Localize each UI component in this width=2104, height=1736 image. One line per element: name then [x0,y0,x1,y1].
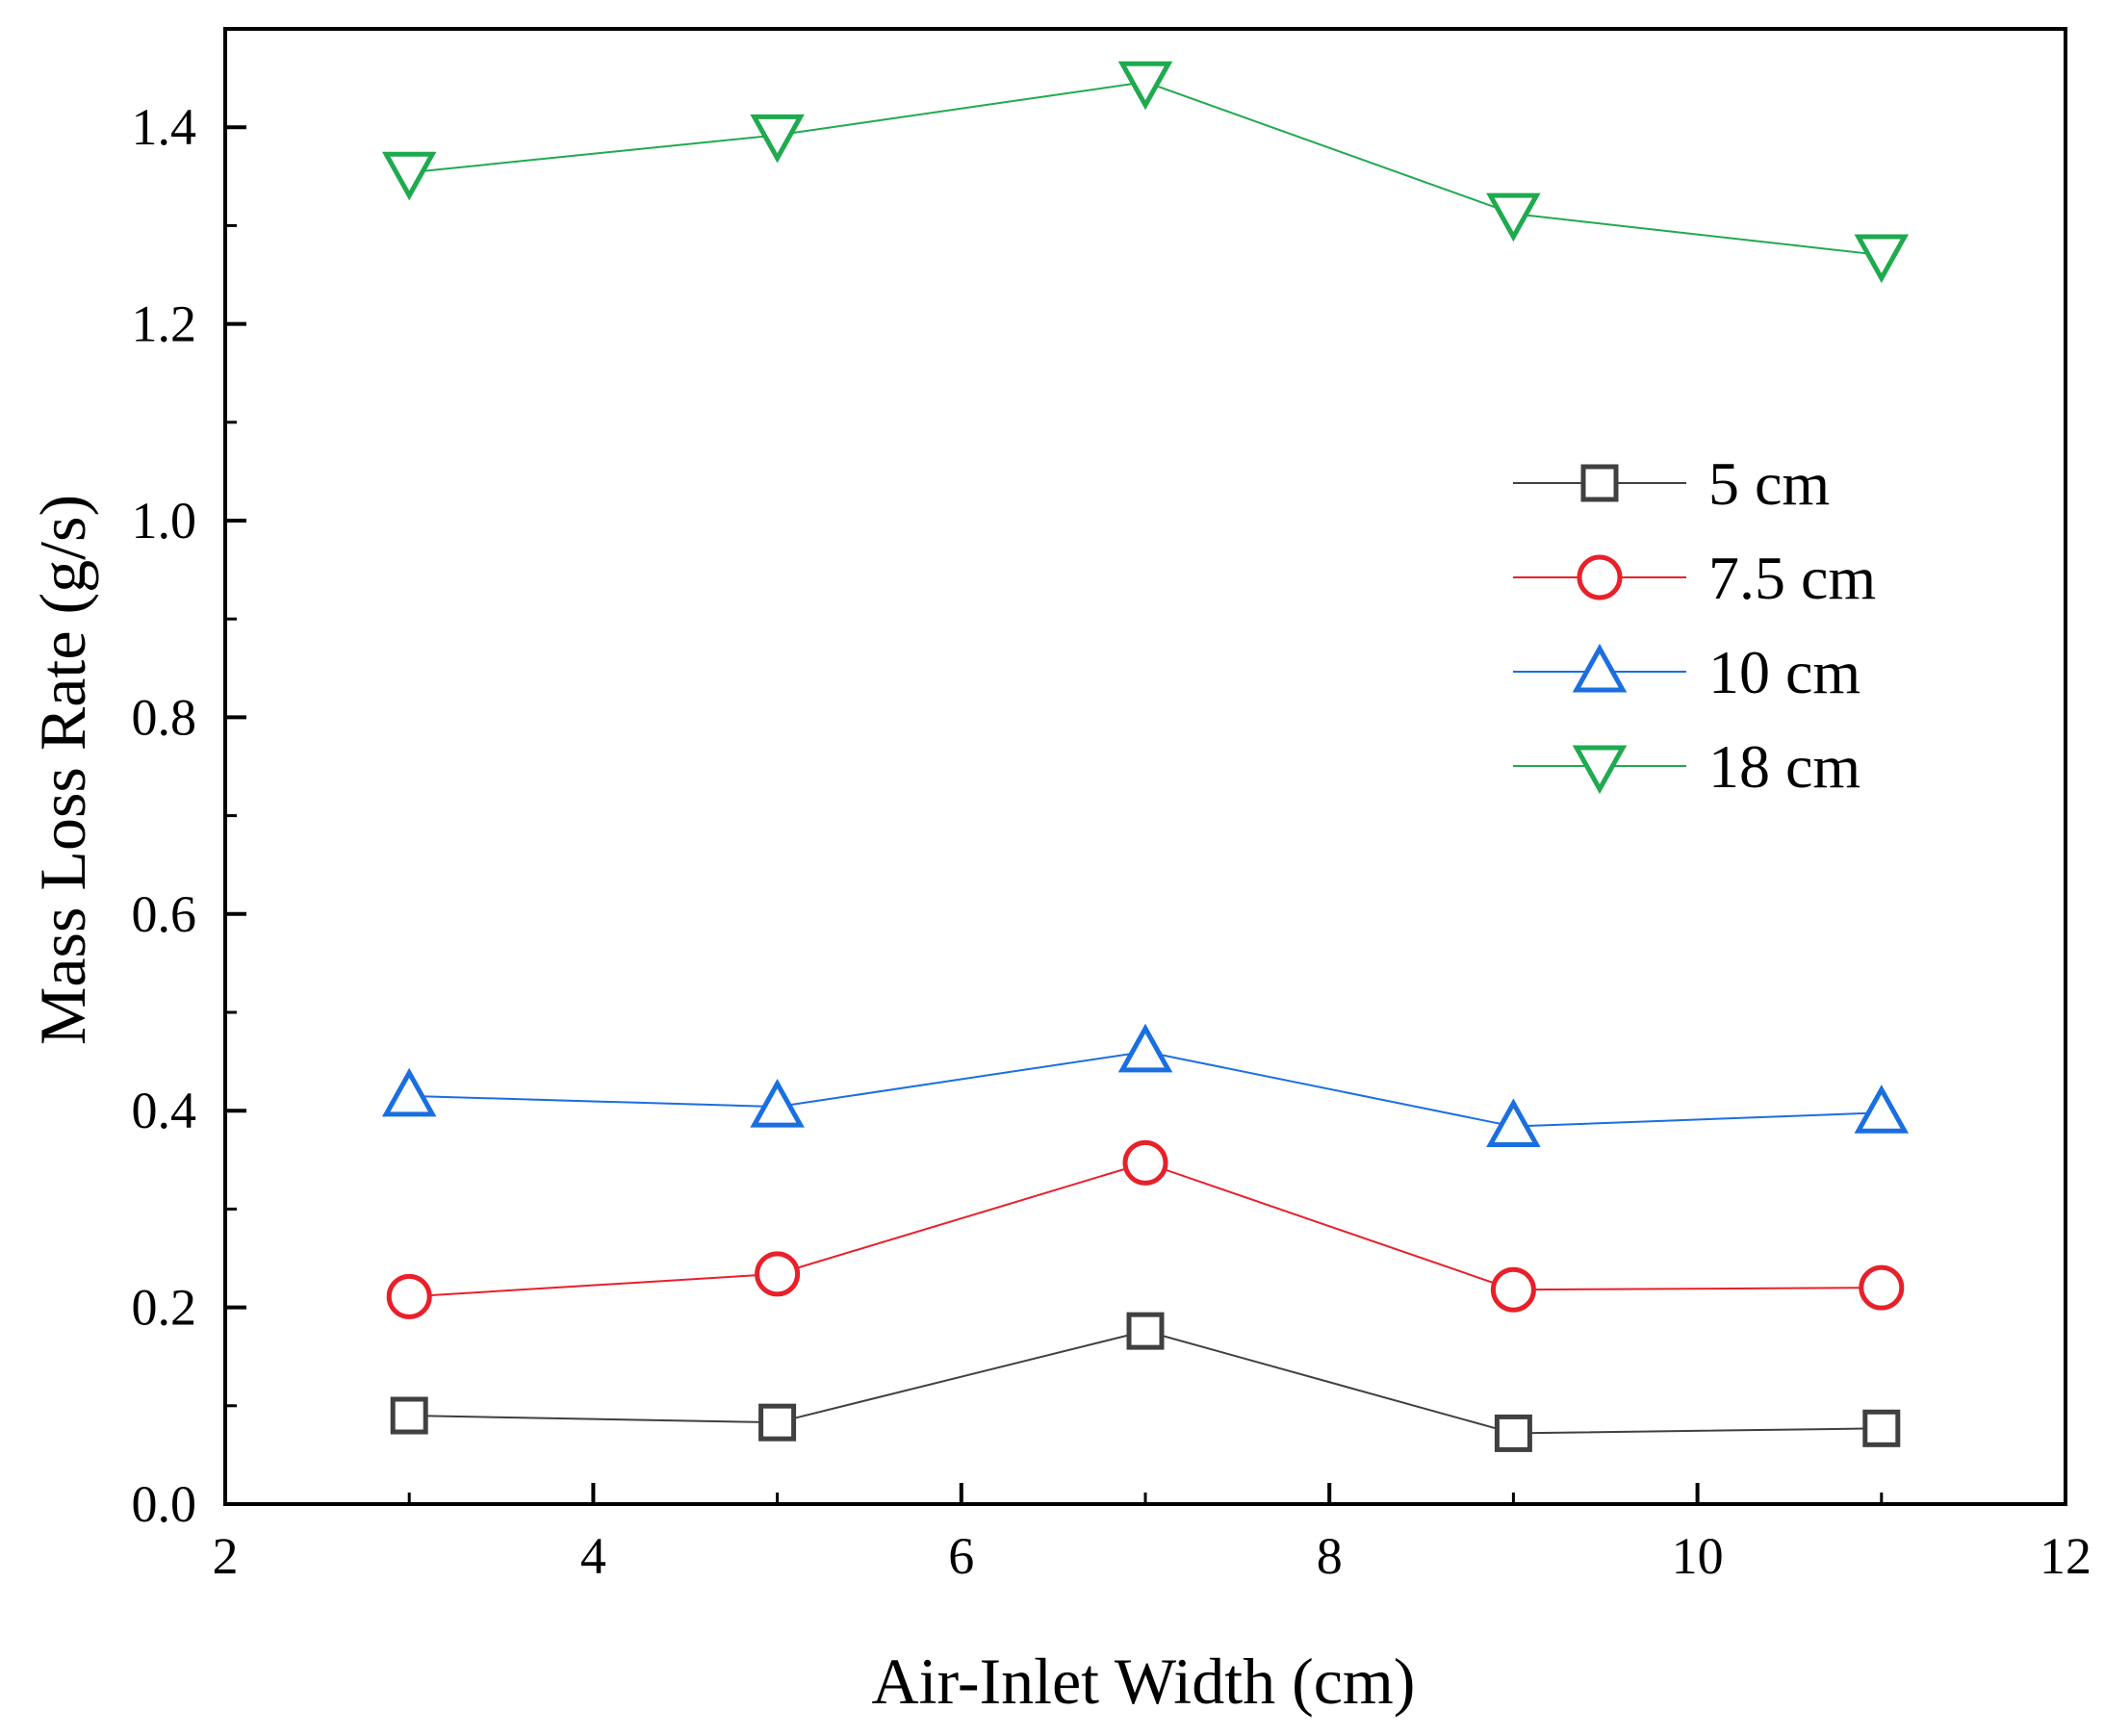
y-tick-label: 0.8 [132,688,197,746]
data-point [761,1406,794,1439]
data-point [1859,237,1905,278]
legend-marker [1577,748,1623,789]
series-5-cm [393,1315,1898,1449]
legend: 5 cm 7.5 cm 10 cm 18 cm [1513,449,1876,801]
y-tick-label: 0.0 [132,1475,197,1533]
y-tick-label: 0.2 [132,1279,197,1337]
data-point [1493,1269,1533,1310]
data-point [1122,1029,1168,1070]
y-tick-label: 1.4 [132,98,197,156]
legend-item: 5 cm [1513,449,1830,518]
data-point [1865,1412,1898,1444]
x-tick-label: 2 [213,1527,239,1585]
data-point [1859,1089,1905,1131]
legend-label: 10 cm [1708,638,1860,706]
legend-marker [1583,467,1616,499]
chart: 2 4 6 8 10 12 0.0 0.2 0.4 0.6 0.8 1.0 1.2 1.4 5 cm 7.5… [0,0,2104,1736]
x-tick-label: 12 [2040,1527,2091,1585]
x-axis-label: Air-Inlet Width (cm) [872,1645,1416,1718]
series-7-5-cm [389,1142,1902,1316]
x-tick-label: 6 [948,1527,974,1585]
y-tick-label: 0.4 [132,1082,197,1139]
data-point [757,1254,798,1294]
series-layer [386,64,1905,1449]
y-tick-label: 1.2 [132,295,197,353]
data-point [1861,1267,1902,1308]
x-tick-label: 8 [1317,1527,1343,1585]
x-tick-label: 4 [580,1527,606,1585]
legend-marker [1577,649,1623,690]
data-point [393,1399,425,1432]
data-point [1129,1315,1162,1347]
data-point [386,154,432,195]
y-axis-label: Mass Loss Rate (g/s) [26,495,99,1045]
axis-ticks: 2 4 6 8 10 12 0.0 0.2 0.4 0.6 0.8 1.0 1.2 1.4 [132,29,2092,1585]
legend-item: 7.5 cm [1513,544,1876,612]
data-point [386,1073,432,1114]
legend-label: 7.5 cm [1708,544,1876,612]
y-tick-label: 1.0 [132,492,197,549]
x-tick-label: 10 [1672,1527,1724,1585]
legend-item: 10 cm [1513,638,1860,706]
data-point [1497,1417,1529,1449]
legend-item: 18 cm [1513,732,1860,801]
legend-marker [1579,557,1620,598]
y-tick-label: 0.6 [132,885,197,943]
legend-label: 18 cm [1708,732,1860,801]
data-point [389,1276,429,1316]
series-18-cm [386,64,1905,278]
data-point [1125,1142,1166,1183]
series-10-cm [386,1029,1905,1145]
legend-label: 5 cm [1708,449,1830,518]
